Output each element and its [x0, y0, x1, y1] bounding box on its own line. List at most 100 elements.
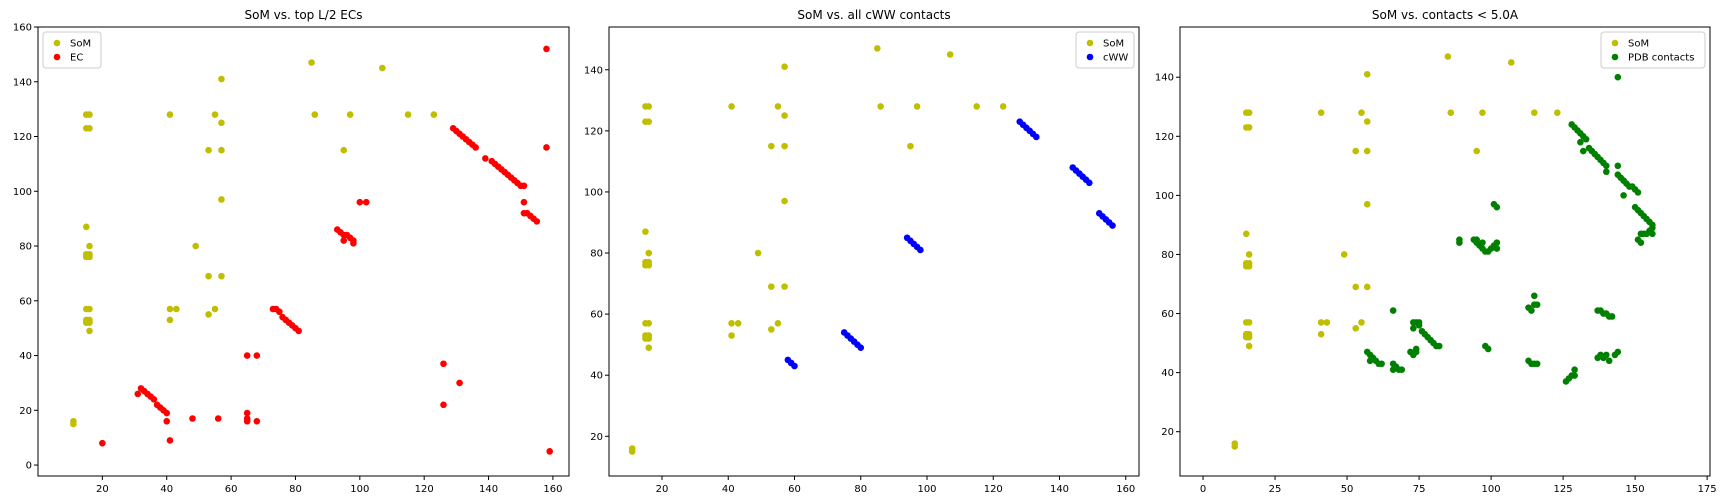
- data-point: [1398, 366, 1406, 373]
- data-point: [82, 223, 90, 231]
- plot-frame: [608, 26, 1140, 477]
- y-tick-label: 20: [590, 432, 603, 443]
- data-point: [1603, 351, 1610, 359]
- y-tick-label: 120: [13, 132, 32, 143]
- y-tick-label: 80: [19, 242, 32, 253]
- data-point: [243, 352, 251, 359]
- data-point: [543, 144, 550, 151]
- data-point: [440, 360, 447, 368]
- data-point: [1317, 330, 1325, 338]
- data-point: [1533, 301, 1541, 308]
- data-point: [350, 239, 357, 247]
- subplot-1: SoM vs. top L/2 ECs 20 40 60 80 100 120 140 160 0…: [13, 8, 570, 495]
- data-point: [1530, 292, 1538, 300]
- data-point: [1435, 342, 1443, 350]
- x-tick-label: 20: [656, 484, 669, 495]
- data-point: [907, 142, 914, 150]
- data-point: [1109, 222, 1116, 229]
- data-point: [1242, 230, 1250, 238]
- data-point: [173, 305, 180, 313]
- data-point: [1033, 133, 1040, 141]
- data-point: [211, 111, 219, 118]
- legend-marker: [53, 53, 61, 61]
- data-point: [340, 146, 348, 154]
- data-point: [340, 237, 348, 244]
- chart-title: SoM vs. top L/2 ECs: [245, 8, 363, 22]
- data-point: [1363, 70, 1371, 78]
- data-point: [1363, 147, 1371, 155]
- x-tick-label: 100: [350, 484, 369, 495]
- x-tick-label: 40: [160, 484, 173, 495]
- data-point: [1358, 319, 1365, 326]
- data-point: [218, 146, 225, 154]
- data-point: [346, 111, 354, 118]
- data-point: [1605, 357, 1613, 365]
- data-point: [205, 146, 212, 154]
- data-point: [533, 218, 541, 225]
- data-point: [520, 182, 528, 190]
- plot-frame: [37, 26, 570, 477]
- data-point: [1634, 189, 1642, 196]
- data-point: [913, 103, 921, 110]
- data-point: [166, 111, 174, 118]
- data-point: [645, 118, 653, 125]
- data-point: [1245, 124, 1253, 131]
- data-point: [211, 305, 219, 313]
- data-point: [356, 198, 364, 206]
- data-point: [791, 362, 798, 370]
- subplot-3: SoM vs. contacts < 5.0A 0 25 50 75 100 125 150 1…: [1155, 8, 1717, 495]
- data-point: [768, 283, 775, 290]
- x-tick-label: 100: [1482, 484, 1501, 495]
- data-point: [456, 379, 463, 387]
- legend: SoM cWW: [1075, 31, 1135, 69]
- data-point: [86, 305, 93, 313]
- data-point: [1649, 230, 1656, 238]
- series-som: [628, 45, 1007, 455]
- y-tick-label: 140: [584, 65, 603, 76]
- x-tick-label: 80: [854, 484, 867, 495]
- data-point: [1473, 147, 1480, 155]
- data-point: [734, 319, 742, 327]
- y-tick-label: 100: [584, 187, 603, 198]
- x-tick-label: 150: [1626, 484, 1645, 495]
- legend-label: SoM: [1628, 39, 1649, 50]
- data-point: [1493, 239, 1501, 246]
- data-point: [1444, 53, 1452, 60]
- data-point: [1533, 360, 1541, 368]
- legend: SoM PDB contacts: [1600, 31, 1706, 69]
- data-point: [1447, 109, 1455, 116]
- data-point: [774, 319, 782, 327]
- x-tick-label: 160: [1116, 484, 1135, 495]
- x-tick-label: 125: [1554, 484, 1573, 495]
- y-tick-label: 60: [1161, 309, 1174, 320]
- y-tick-label: 60: [19, 296, 32, 307]
- data-point: [218, 196, 225, 203]
- x-tick-label: 80: [289, 484, 302, 495]
- data-point: [218, 272, 225, 280]
- legend-marker: [1611, 39, 1619, 47]
- data-point: [86, 253, 93, 261]
- data-point: [1614, 348, 1622, 356]
- data-point: [728, 332, 735, 339]
- legend-marker: [53, 39, 61, 47]
- data-point: [645, 344, 653, 352]
- data-point: [781, 197, 788, 205]
- data-point: [1456, 239, 1463, 246]
- data-point: [917, 246, 924, 254]
- data-point: [1603, 168, 1610, 176]
- legend-label: cWW: [1103, 53, 1128, 64]
- data-point: [1571, 366, 1578, 373]
- data-point: [1614, 73, 1622, 81]
- data-point: [472, 144, 479, 151]
- data-point: [1582, 135, 1590, 143]
- data-point: [628, 445, 636, 452]
- data-point: [768, 142, 775, 150]
- data-point: [276, 308, 283, 316]
- data-point: [205, 311, 212, 318]
- data-point: [440, 401, 447, 409]
- data-point: [99, 439, 106, 447]
- data-point: [86, 242, 93, 250]
- data-point: [86, 319, 93, 326]
- data-point: [728, 103, 735, 110]
- x-tick-label: 100: [917, 484, 936, 495]
